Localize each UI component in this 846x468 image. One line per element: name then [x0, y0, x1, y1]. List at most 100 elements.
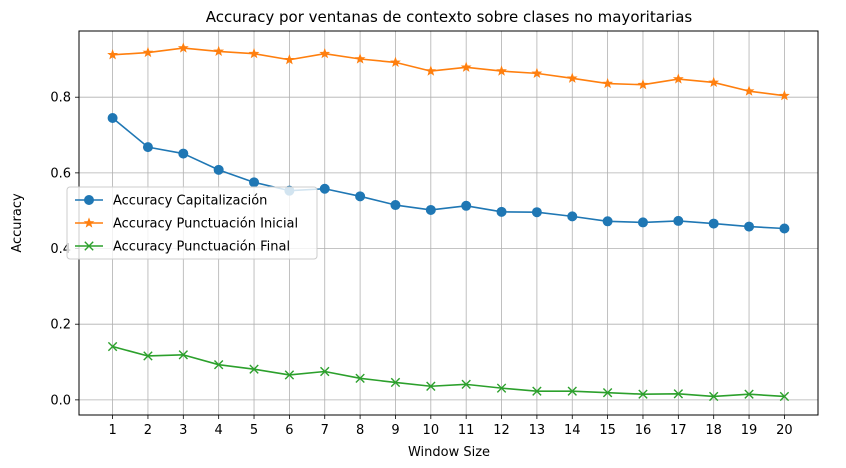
x-tick-label: 15 [599, 423, 616, 438]
data-point [178, 350, 189, 360]
data-point [673, 389, 684, 399]
x-tick-label: 18 [705, 423, 722, 438]
legend-marker [84, 241, 94, 251]
y-tick-label: 0.2 [50, 318, 71, 333]
x-tick-label: 14 [564, 423, 581, 438]
data-point [708, 76, 720, 88]
data-point [142, 46, 154, 58]
data-point [461, 200, 472, 211]
data-point [567, 386, 577, 396]
data-point [107, 113, 118, 124]
marker-x-stroke [284, 370, 295, 380]
marker-x-stroke [107, 341, 118, 352]
series-2 [107, 42, 790, 101]
data-point [532, 386, 542, 396]
marker-x-stroke [708, 391, 719, 402]
data-point [602, 216, 613, 227]
marker-x-stroke [779, 391, 790, 402]
chart-title: Accuracy por ventanas de contexto sobre … [206, 8, 693, 26]
data-point [461, 379, 471, 390]
data-point [354, 53, 366, 64]
data-point [320, 366, 330, 377]
data-point [637, 217, 648, 228]
legend-item: Accuracy Punctuación Final [75, 240, 290, 255]
series-line [112, 117, 785, 230]
marker-x-stroke [355, 373, 365, 383]
x-tick-label: 8 [356, 423, 364, 438]
marker-x-stroke [496, 383, 507, 393]
data-point [249, 364, 259, 374]
legend-marker [84, 194, 95, 205]
data-point [779, 90, 790, 101]
data-point [743, 85, 755, 96]
x-tick-label: 17 [670, 423, 687, 438]
x-tick-label: 10 [423, 423, 440, 438]
marker-x-stroke [84, 241, 94, 251]
x-tick-label: 16 [635, 423, 652, 438]
y-tick-label: 0.0 [50, 393, 71, 408]
data-point [672, 73, 684, 84]
marker-x-stroke [638, 389, 648, 399]
data-point [178, 148, 189, 159]
data-point [284, 370, 295, 380]
data-point [673, 215, 684, 226]
data-point [213, 359, 224, 370]
x-tick-label: 1 [108, 423, 116, 438]
marker-x-stroke [213, 359, 224, 370]
data-point [249, 177, 260, 188]
x-tick-label: 12 [493, 423, 510, 438]
x-tick-label: 5 [250, 423, 258, 438]
legend: Accuracy Capitalización Accuracy Punctuac… [66, 186, 318, 260]
data-point [460, 61, 472, 72]
data-point [319, 48, 331, 59]
marker-x-stroke [744, 389, 754, 399]
data-point [531, 67, 543, 78]
data-point [107, 49, 118, 60]
data-point [567, 211, 578, 222]
data-point [744, 389, 754, 399]
marker-x-stroke [532, 386, 542, 396]
marker-x-stroke [426, 381, 436, 391]
legend-item: Accuracy Punctuación Inicial [75, 217, 298, 232]
axes: 1 2 3 4 5 6 7 8 9 10 11 12 13 14 15 16 17 18 19 200.00.20.4… [50, 91, 792, 438]
legend-marker [83, 217, 95, 228]
marker-x-stroke [390, 377, 401, 388]
x-tick-label: 11 [458, 423, 475, 438]
data-point [566, 72, 578, 83]
data-point [248, 48, 260, 59]
x-axis-label: Window Size [408, 445, 490, 460]
legend-box [66, 186, 318, 260]
series-layer [107, 42, 790, 402]
y-tick-label: 0.6 [50, 166, 71, 181]
legend-label: Accuracy Capitalización [113, 194, 267, 209]
data-point [355, 373, 365, 383]
data-point [602, 77, 614, 89]
marker-x-stroke [461, 379, 471, 390]
marker-x-stroke [320, 366, 330, 377]
y-axis-label: Accuracy [10, 193, 25, 253]
data-point [425, 65, 437, 76]
data-point [426, 381, 436, 391]
data-point [107, 341, 118, 352]
marker-x-stroke [673, 389, 684, 399]
x-tick-label: 3 [179, 423, 187, 438]
x-tick-label: 13 [529, 423, 546, 438]
x-tick-label: 4 [215, 423, 223, 438]
data-point [143, 351, 153, 361]
x-tick-label: 6 [285, 423, 293, 438]
series-line [112, 345, 785, 398]
x-tick-label: 19 [741, 423, 758, 438]
data-point [355, 191, 366, 202]
data-point [779, 223, 790, 234]
data-point [390, 377, 401, 388]
series-line [112, 47, 785, 97]
data-point [142, 142, 153, 153]
data-point [496, 206, 507, 217]
data-point [744, 221, 755, 232]
data-point [319, 183, 330, 194]
marker-x-stroke [249, 364, 259, 374]
y-tick-label: 0.4 [50, 242, 71, 257]
data-point [213, 164, 224, 175]
data-point [708, 391, 719, 402]
